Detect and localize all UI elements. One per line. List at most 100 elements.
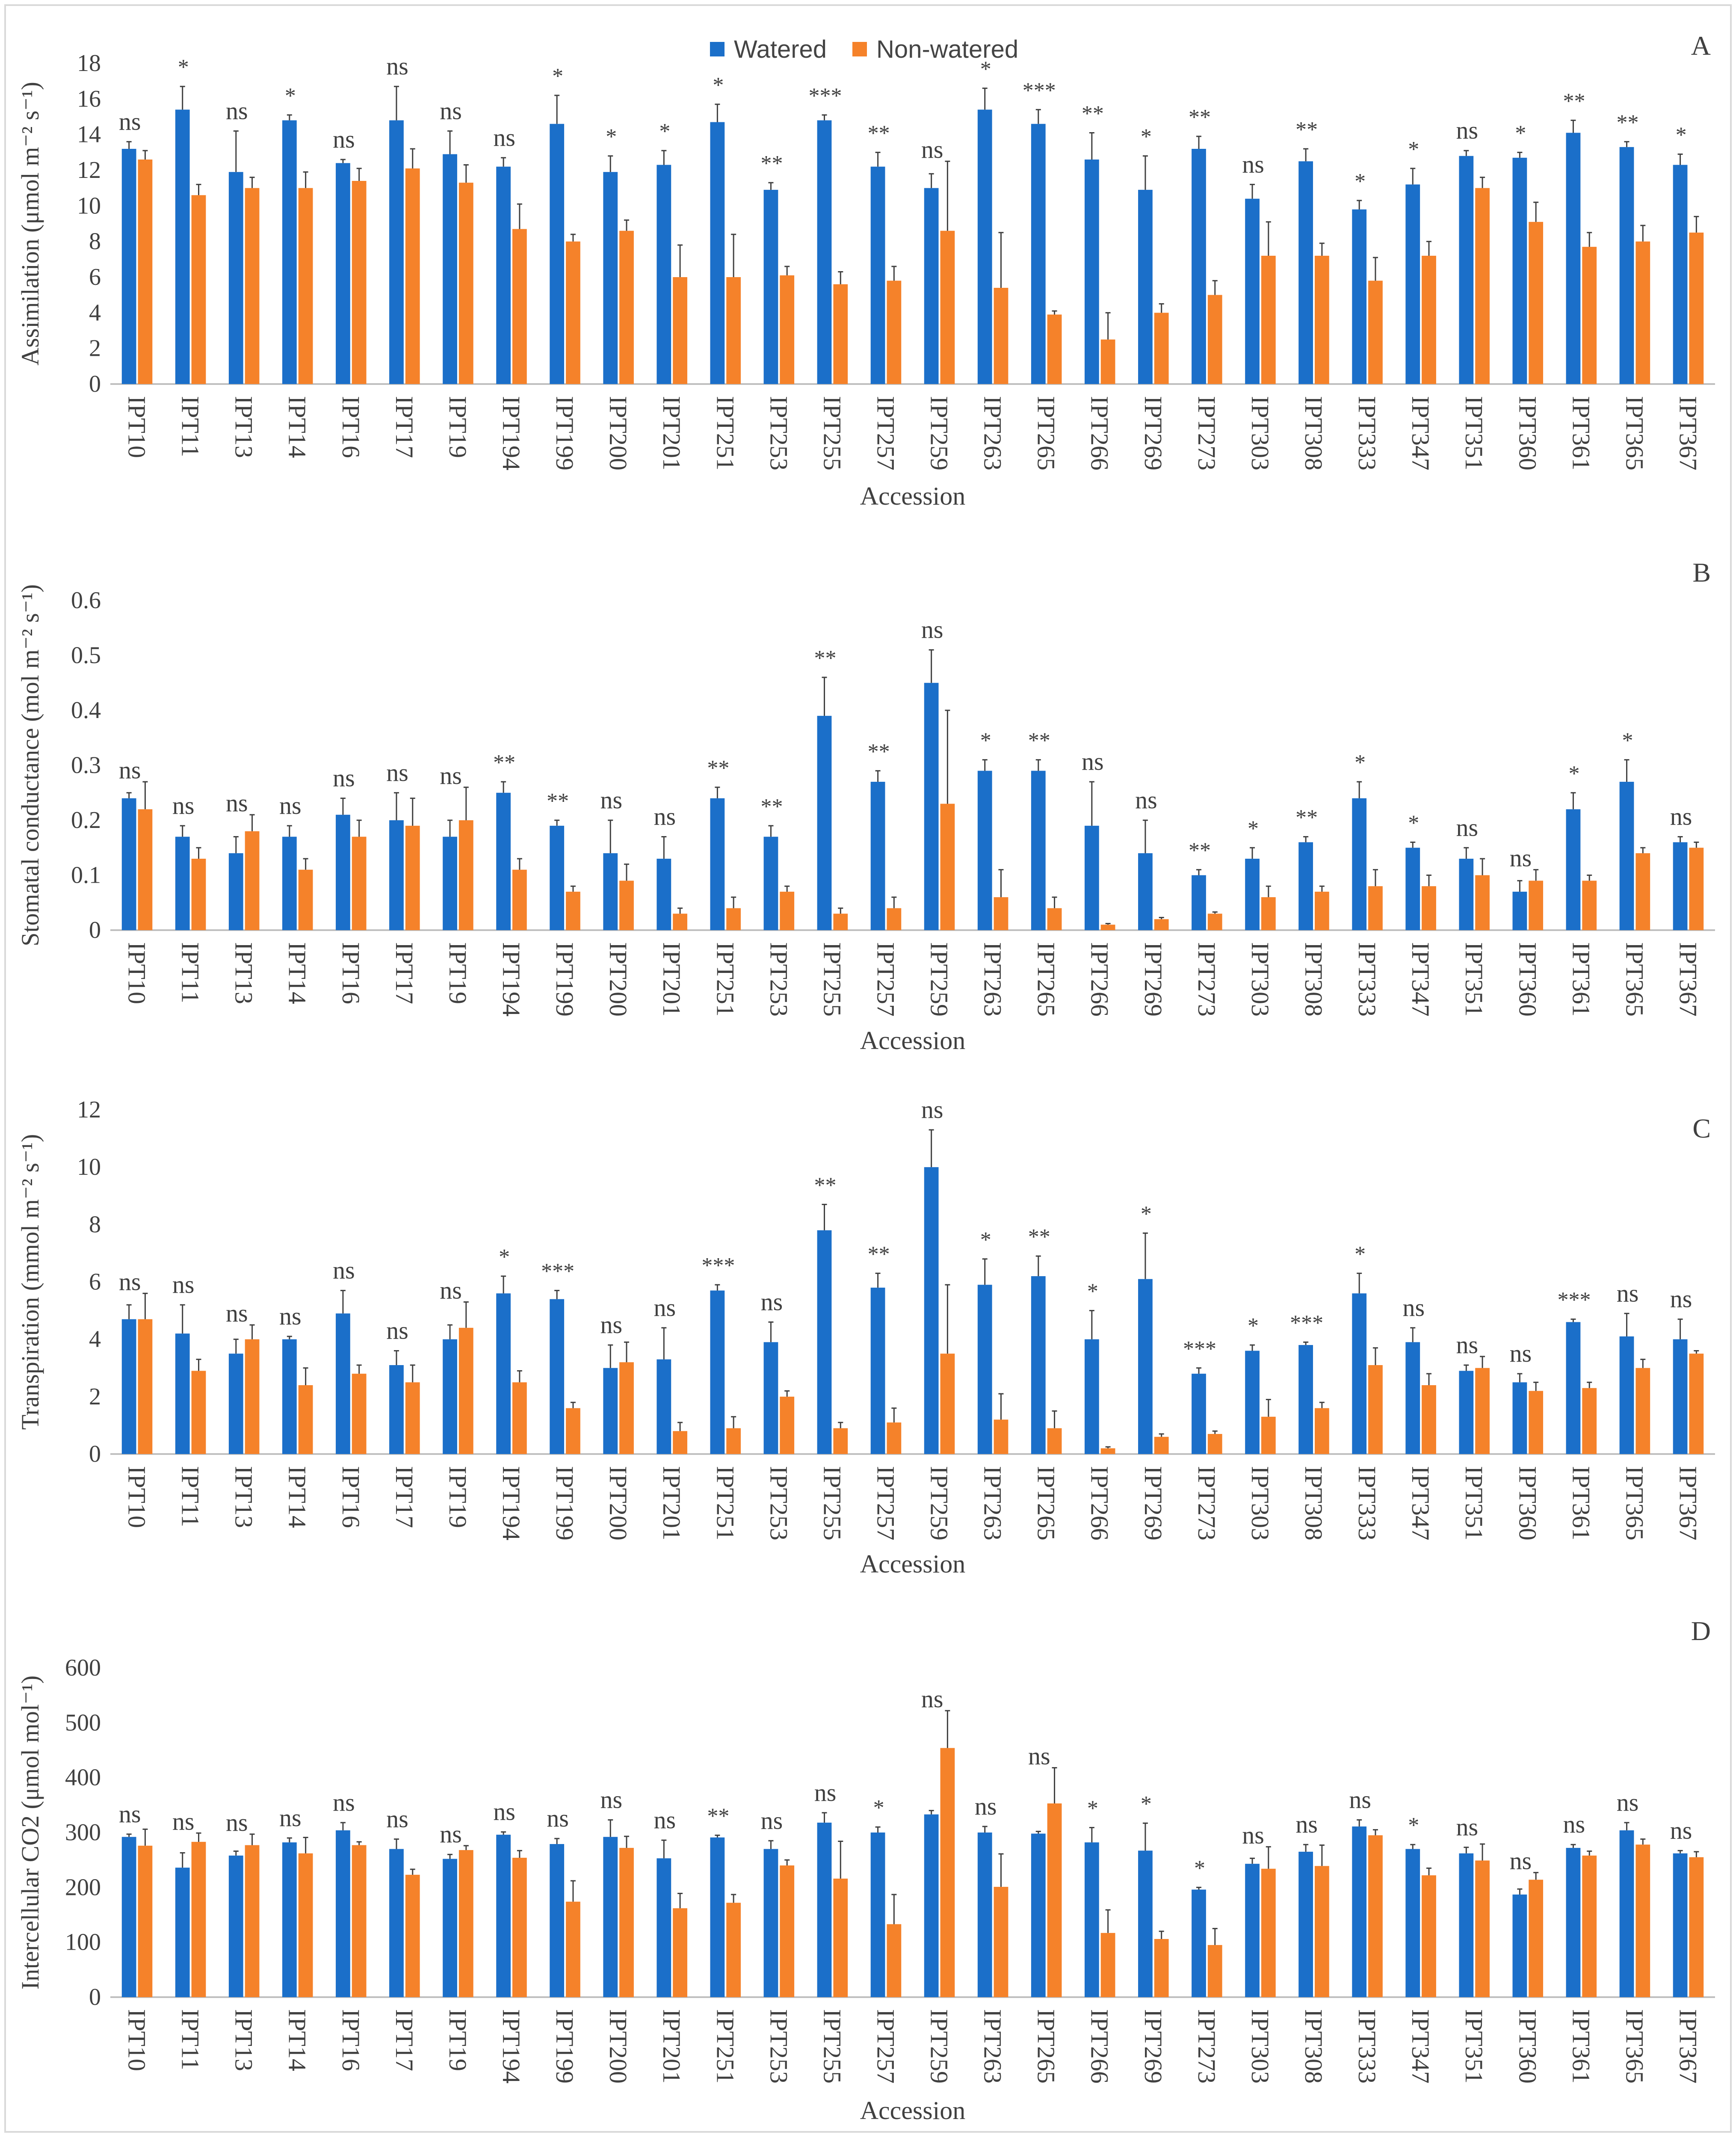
bar-non-watered — [726, 908, 741, 930]
significance-label: ** — [814, 1173, 837, 1197]
bar-non-watered — [994, 897, 1008, 930]
bar-watered — [336, 1313, 350, 1454]
significance-label: ns — [119, 107, 141, 135]
bar-non-watered — [1422, 1875, 1436, 1997]
x-tick-label: IPT13 — [230, 396, 258, 458]
bar-watered — [443, 154, 457, 384]
bar-watered — [1138, 1279, 1153, 1454]
significance-label: ns — [119, 1268, 141, 1295]
significance-label: ns — [1670, 803, 1692, 831]
bar-non-watered — [1582, 247, 1597, 384]
bar-non-watered — [512, 1858, 527, 1997]
significance-label: ns — [921, 616, 943, 644]
bar-watered — [1298, 1851, 1313, 1997]
bar-watered — [657, 165, 671, 384]
y-tick-label: 0 — [89, 1984, 101, 2010]
significance-label: ns — [333, 1788, 355, 1816]
x-tick-label: IPT255 — [818, 396, 846, 470]
x-tick-label: IPT333 — [1353, 1466, 1381, 1540]
bar-watered — [1245, 858, 1260, 930]
y-tick-label: 18 — [77, 50, 101, 77]
legend-item-non-watered[interactable]: Non-watered — [852, 35, 1018, 64]
bar-non-watered — [1261, 897, 1276, 930]
x-tick-label: IPT10 — [123, 942, 151, 1004]
bar-non-watered — [673, 913, 687, 930]
bar-non-watered — [940, 1748, 955, 1997]
legend-item-watered[interactable]: Watered — [710, 35, 827, 64]
significance-label: ns — [279, 1804, 302, 1832]
bar-watered — [1619, 147, 1634, 384]
significance-label: *** — [1023, 78, 1056, 103]
bar-watered — [1138, 189, 1153, 384]
x-tick-label: IPT263 — [979, 942, 1007, 1017]
significance-label: ns — [493, 1798, 515, 1826]
bar-watered — [924, 683, 939, 930]
bar-non-watered — [673, 1908, 687, 1997]
bar-non-watered — [1475, 1860, 1490, 1997]
x-tick-label: IPT303 — [1246, 942, 1274, 1017]
significance-label: ** — [1028, 1225, 1050, 1249]
bar-watered — [1619, 782, 1634, 930]
bar-watered — [870, 166, 885, 384]
y-tick-label: 0.2 — [71, 807, 101, 834]
significance-label: ** — [868, 1242, 890, 1266]
x-tick-label: IPT200 — [604, 942, 632, 1017]
significance-label: * — [1248, 816, 1259, 841]
x-tick-label: IPT201 — [658, 942, 686, 1017]
significance-label: * — [980, 729, 991, 753]
significance-label: * — [1408, 811, 1419, 835]
significance-label: * — [1248, 1314, 1259, 1338]
x-tick-label: IPT360 — [1514, 2009, 1541, 2084]
y-tick-label: 4 — [89, 1326, 101, 1353]
x-tick-label: IPT269 — [1139, 942, 1167, 1017]
significance-label: ns — [1456, 1813, 1479, 1841]
bar-non-watered — [1689, 1354, 1704, 1454]
significance-label: * — [659, 119, 670, 144]
x-tick-label: IPT303 — [1246, 396, 1274, 470]
y-tick-label: 6 — [89, 264, 101, 290]
significance-label: ns — [386, 759, 408, 786]
significance-label: * — [1354, 1242, 1366, 1266]
bar-non-watered — [619, 231, 634, 384]
panel-label: D — [1691, 1616, 1711, 1646]
bar-non-watered — [726, 1903, 741, 1997]
bar-watered — [228, 1354, 243, 1454]
bar-watered — [1352, 1293, 1367, 1454]
bar-non-watered — [940, 1354, 955, 1454]
bar-watered — [763, 1342, 778, 1454]
significance-label: ns — [440, 1276, 462, 1304]
significance-label: ns — [921, 136, 943, 163]
bar-watered — [1619, 1830, 1634, 1997]
bar-watered — [228, 172, 243, 384]
x-tick-label: IPT367 — [1674, 1466, 1702, 1540]
bar-non-watered — [245, 1845, 260, 1997]
bar-non-watered — [726, 277, 741, 384]
bar-non-watered — [619, 1362, 634, 1454]
x-tick-label: IPT199 — [551, 396, 579, 470]
bar-non-watered — [1422, 886, 1436, 930]
bar-non-watered — [1368, 886, 1383, 930]
x-tick-label: IPT351 — [1460, 942, 1488, 1017]
x-tick-label: IPT194 — [497, 2009, 525, 2084]
bar-non-watered — [940, 804, 955, 930]
bar-watered — [389, 1849, 404, 1997]
x-tick-label: IPT201 — [658, 1466, 686, 1540]
bar-watered — [282, 836, 297, 930]
significance-label: ns — [493, 124, 515, 151]
bar-watered — [817, 1230, 832, 1454]
significance-label: ns — [761, 1806, 783, 1834]
significance-label: ns — [333, 125, 355, 153]
bar-watered — [1084, 1842, 1099, 1997]
bar-watered — [1245, 1351, 1260, 1454]
bar-watered — [1619, 1336, 1634, 1454]
bar-non-watered — [726, 1428, 741, 1454]
significance-label: ns — [1135, 786, 1157, 814]
x-tick-label: IPT257 — [872, 1466, 899, 1540]
x-tick-label: IPT253 — [765, 2009, 793, 2084]
significance-label: ns — [279, 792, 302, 819]
significance-label: * — [1515, 121, 1526, 145]
legend-swatch-watered — [710, 42, 725, 56]
bar-non-watered — [458, 1850, 473, 1997]
bar-non-watered — [887, 1422, 902, 1454]
x-tick-label: IPT347 — [1407, 396, 1434, 470]
